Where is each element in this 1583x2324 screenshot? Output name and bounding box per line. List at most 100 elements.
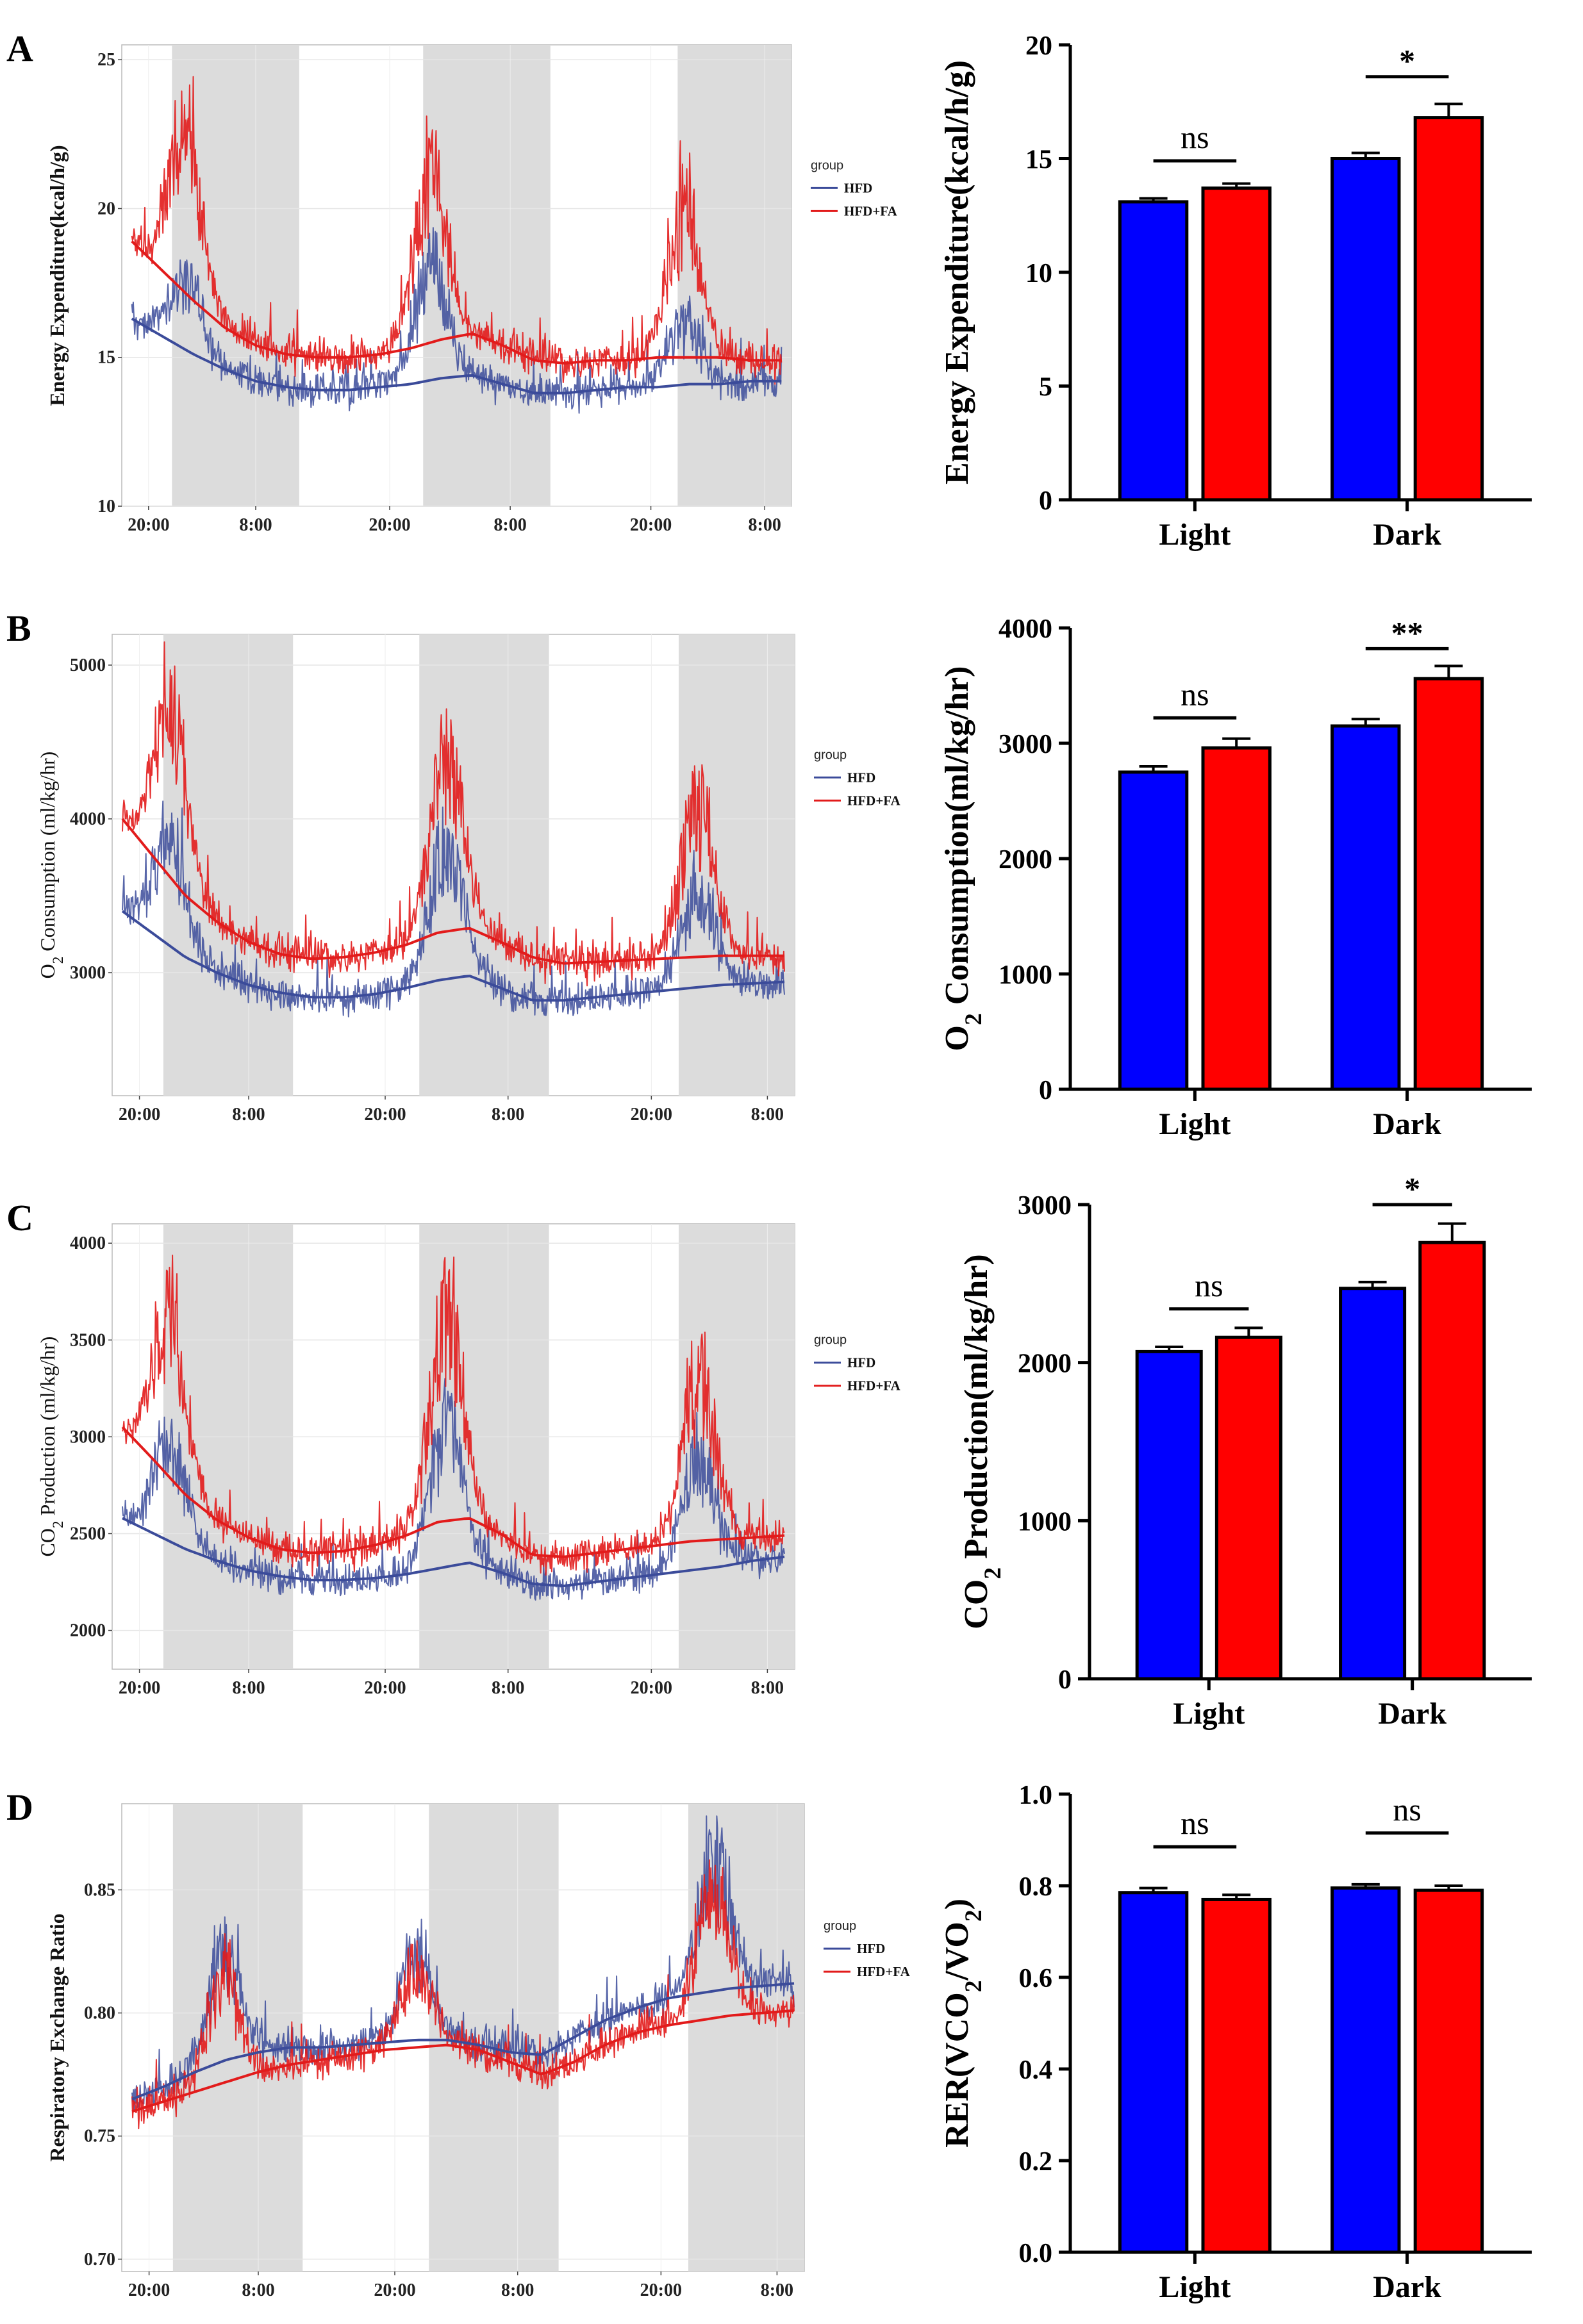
y-tick-label: 5000	[70, 655, 106, 675]
x-tick-label: 20:00	[128, 515, 169, 535]
x-tick-label: 8:00	[492, 1678, 524, 1698]
raw-series-hfd-fa	[131, 1859, 795, 2130]
ylabel-part: CO	[36, 1528, 59, 1556]
smooth-series-hfd-fa	[131, 240, 782, 365]
x-tick-label: 20:00	[369, 515, 410, 535]
significance-label: ns	[1181, 119, 1209, 155]
y-tick-label: 1000	[999, 960, 1052, 990]
bar-hfd	[1118, 1891, 1189, 2254]
x-tick-label: 8:00	[751, 1678, 784, 1698]
x-tick-label: 20:00	[119, 1105, 160, 1125]
smooth-series-hfd-fa	[121, 818, 784, 965]
category-label: Light	[1173, 1697, 1245, 1731]
bar-hfd-fa	[1418, 1240, 1486, 1681]
smooth-series-hfd	[131, 1982, 795, 2100]
x-tick-label: 8:00	[232, 1678, 265, 1698]
dark-phase-shade	[163, 1224, 294, 1669]
raw-series-hfd-fa	[122, 641, 785, 987]
ylabel-part: O	[939, 1025, 975, 1051]
legend-title: group	[814, 1333, 847, 1347]
x-tick-label: 8:00	[751, 1105, 784, 1125]
timeseries-chart-d: 0.70 0.75 0.80 0.85 20:00 8:00 20:00 8:00 20:00 8…	[46, 1803, 911, 2300]
y-tick-label: 0.0	[1019, 2239, 1053, 2268]
category-label: Dark	[1373, 1107, 1441, 1141]
ylabel-part: Consumption (ml/kg/hr)	[36, 752, 59, 957]
legend-entry: HFD	[857, 1941, 885, 1956]
significance-label: ns	[1393, 1792, 1421, 1827]
bar-chart-a: 0 5 10 15 20 Light Dark ns * Energy Expenditure(k…	[939, 31, 1532, 552]
bar-hfd	[1118, 200, 1189, 502]
bar-hfd	[1330, 157, 1401, 502]
y-tick-label: 2000	[70, 1621, 106, 1641]
ylabel-part: Energy Expenditure(kcal/h/g)	[939, 60, 975, 484]
ylabel-part: Energy Expenditure(kcal/h/g)	[46, 145, 69, 406]
y-tick-label: 20	[1025, 31, 1052, 61]
significance-label: ns	[1181, 1805, 1209, 1841]
timeseries-chart-c: 2000 2500 3000 3500 4000 20:00 8:00 20:00 8:00 20…	[36, 1223, 901, 1698]
y-tick-label: 25	[97, 50, 115, 70]
bar-hfd-fa	[1413, 1888, 1484, 2254]
panel-letter-d: D	[6, 1786, 33, 1828]
y-tick-label: 0.85	[84, 1880, 115, 1900]
dark-phase-shade	[423, 45, 551, 506]
smooth-series-hfd-fa	[131, 2009, 795, 2113]
significance-label: *	[1399, 43, 1415, 79]
y-tick-label: 0.4	[1019, 2056, 1053, 2085]
dark-phase-shade	[677, 45, 792, 506]
legend-entry: HFD+FA	[844, 203, 898, 218]
x-tick-label: 8:00	[242, 2280, 274, 2300]
y-tick-label: 0	[1058, 1665, 1072, 1695]
y-tick-label: 5	[1039, 373, 1052, 402]
legend-title: group	[814, 748, 847, 762]
x-tick-label: 8:00	[501, 2280, 534, 2300]
x-tick-label: 8:00	[493, 515, 526, 535]
timeseries-chart-b: 3000 4000 5000 20:00 8:00 20:00 8:00 20:00 8:00 O…	[36, 634, 901, 1125]
significance-label: **	[1391, 614, 1423, 650]
bar-chart-b: 0 1000 2000 3000 4000 Light Dark ns ** O2 Consump…	[939, 614, 1532, 1141]
y-tick-label: 4000	[70, 1233, 106, 1253]
y-tick-label: 15	[1025, 145, 1052, 175]
ylabel-subscript: 2	[961, 1013, 987, 1025]
y-tick-label: 0	[1039, 1076, 1052, 1105]
raw-series-hfd	[122, 800, 785, 1018]
bar-hfd-fa	[1201, 746, 1272, 1091]
x-tick-label: 8:00	[492, 1105, 524, 1125]
y-tick-label: 15	[97, 348, 115, 368]
y-tick-label: 3000	[1018, 1191, 1072, 1221]
raw-series-hfd-fa	[131, 76, 783, 385]
x-tick-label: 20:00	[364, 1678, 406, 1698]
y-tick-label: 1.0	[1019, 1781, 1053, 1810]
ylabel-subscript: 2	[961, 1981, 987, 1993]
y-tick-label: 0.75	[84, 2127, 115, 2147]
category-label: Dark	[1373, 2270, 1441, 2304]
significance-label: *	[1404, 1171, 1420, 1207]
ylabel-part: Respiratory Exchange Ratio	[46, 1913, 69, 2162]
bar-hfd-fa	[1413, 116, 1484, 502]
bar-hfd	[1330, 724, 1401, 1091]
legend-entry: HFD+FA	[847, 793, 901, 808]
ylabel-part: RER(VCO	[939, 1992, 975, 2148]
y-tick-label: 0	[1039, 486, 1052, 516]
x-tick-label: 20:00	[630, 515, 672, 535]
timeseries-chart-a: 10 15 20 25 20:00 8:00 20:00 8:00 20:00 8:00 Energ…	[46, 44, 898, 535]
bar-chart-c: 0 1000 2000 3000 Light Dark ns * CO2 Production(…	[958, 1171, 1532, 1731]
bar-hfd-fa	[1214, 1335, 1282, 1681]
legend-entry: HFD	[847, 770, 875, 785]
x-tick-label: 20:00	[631, 1105, 672, 1125]
y-tick-label: 0.6	[1019, 1964, 1053, 1993]
x-tick-label: 8:00	[749, 515, 781, 535]
legend-entry: HFD+FA	[857, 1964, 911, 1979]
category-label: Light	[1159, 2270, 1231, 2304]
y-tick-label: 1000	[1018, 1507, 1072, 1537]
ylabel-subscript: 2	[980, 1567, 1006, 1579]
category-label: Dark	[1373, 518, 1441, 552]
category-label: Light	[1159, 518, 1231, 552]
ylabel-subscript: 2	[961, 1909, 987, 1922]
dark-phase-shade	[419, 634, 549, 1096]
y-axis-label: Respiratory Exchange Ratio	[46, 1913, 69, 2162]
